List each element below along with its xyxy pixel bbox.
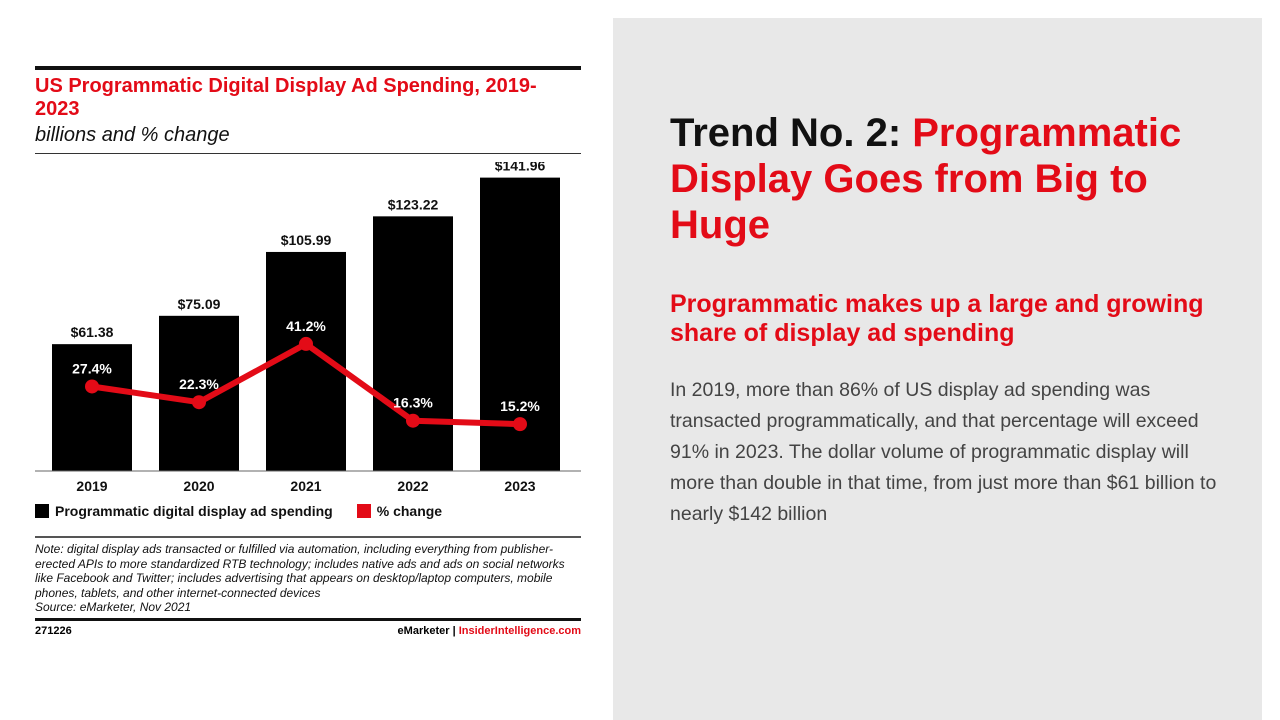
bar [52, 344, 132, 471]
change-point [513, 417, 527, 432]
change-label: 41.2% [286, 318, 326, 334]
legend-item-spending: Programmatic digital display ad spending [35, 503, 333, 519]
brand: eMarketer | InsiderIntelligence.com [398, 625, 581, 637]
chart-subtitle: billions and % change [35, 124, 230, 146]
chart-panel: US Programmatic Digital Display Ad Spend… [35, 66, 581, 637]
brand-site: InsiderIntelligence.com [458, 625, 581, 637]
legend-label: Programmatic digital display ad spending [55, 503, 333, 519]
top-rule [35, 66, 581, 70]
slide-heading: Trend No. 2: Programmatic Display Goes f… [670, 110, 1250, 248]
x-tick-label: 2021 [290, 478, 321, 494]
bar-value-label: $61.38 [71, 324, 114, 340]
text-panel: Trend No. 2: Programmatic Display Goes f… [613, 18, 1262, 720]
legend-item-change: % change [356, 503, 443, 519]
change-point [299, 336, 313, 351]
x-tick-label: 2023 [504, 478, 535, 494]
change-label: 22.3% [179, 376, 219, 392]
brand-separator: | [449, 625, 459, 637]
legend-label: % change [376, 503, 443, 519]
x-tick-label: 2022 [397, 478, 428, 494]
legend: Programmatic digital display ad spending… [35, 503, 442, 519]
change-point [85, 379, 99, 394]
chart-footer: 271226 eMarketer | InsiderIntelligence.c… [35, 625, 581, 637]
change-label: 27.4% [72, 360, 112, 376]
change-point [406, 413, 420, 428]
chart-source: Source: eMarketer, Nov 2021 [35, 600, 192, 614]
legend-swatch-black [35, 504, 49, 518]
bar-value-label: $123.22 [388, 196, 439, 212]
heading-highlight: Programmatic Display Goes from Big to Hu… [670, 111, 1182, 247]
notes-rule [35, 536, 581, 538]
footer-rule [35, 618, 581, 621]
chart-id: 271226 [35, 625, 72, 637]
x-tick-label: 2020 [183, 478, 214, 494]
bar [373, 216, 453, 471]
bar-value-label: $105.99 [281, 232, 332, 248]
chart-title: US Programmatic Digital Display Ad Spend… [35, 75, 537, 120]
slide-body: In 2019, more than 86% of US display ad … [670, 379, 1217, 525]
heading-prefix: Trend No. 2: [670, 111, 913, 155]
bar [159, 315, 239, 471]
chart-note: Note: digital display ads transacted or … [35, 542, 565, 600]
legend-swatch-red [356, 504, 371, 518]
chart-plot: $61.38 2019 $75.09 2020 $105.99 2021 $123.22 20… [35, 162, 581, 494]
bar-value-label: $75.09 [178, 296, 221, 312]
slide-subheading: Programmatic makes up a large and growin… [670, 290, 1204, 347]
chart-notes: Note: digital display ads transacted or … [35, 536, 581, 637]
bar-value-label: $141.96 [495, 162, 546, 174]
change-label: 16.3% [393, 395, 433, 411]
x-tick-label: 2019 [76, 478, 107, 494]
subtitle-rule [35, 153, 581, 154]
change-point [192, 395, 206, 410]
change-label: 15.2% [500, 398, 540, 414]
brand-name: eMarketer [397, 625, 450, 637]
